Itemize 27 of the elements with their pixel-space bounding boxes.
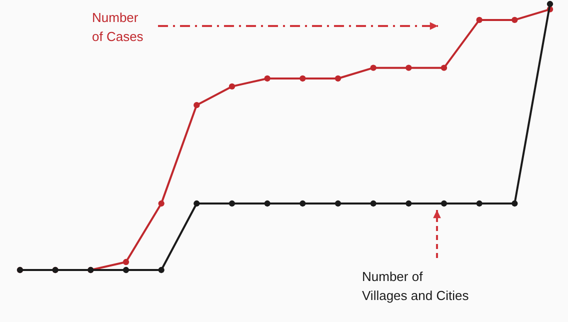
point <box>122 266 130 274</box>
point <box>370 200 376 207</box>
point <box>370 64 376 71</box>
point <box>228 200 236 207</box>
point <box>228 83 236 90</box>
point <box>264 75 270 82</box>
point <box>406 64 412 71</box>
text: Number of Villages and Cities <box>362 269 470 303</box>
point <box>476 16 482 24</box>
point <box>194 102 200 108</box>
point <box>122 258 130 266</box>
point <box>264 200 270 207</box>
point <box>512 16 518 24</box>
point <box>300 200 306 207</box>
point <box>158 266 164 274</box>
point <box>476 200 482 207</box>
point <box>334 75 342 82</box>
point <box>440 200 448 207</box>
point <box>440 64 448 71</box>
point <box>406 200 412 207</box>
text: Number of Cases <box>92 10 144 44</box>
point <box>194 200 200 207</box>
point <box>546 0 554 8</box>
point <box>512 200 518 207</box>
point <box>158 200 164 207</box>
point <box>300 75 306 82</box>
point <box>334 200 342 207</box>
